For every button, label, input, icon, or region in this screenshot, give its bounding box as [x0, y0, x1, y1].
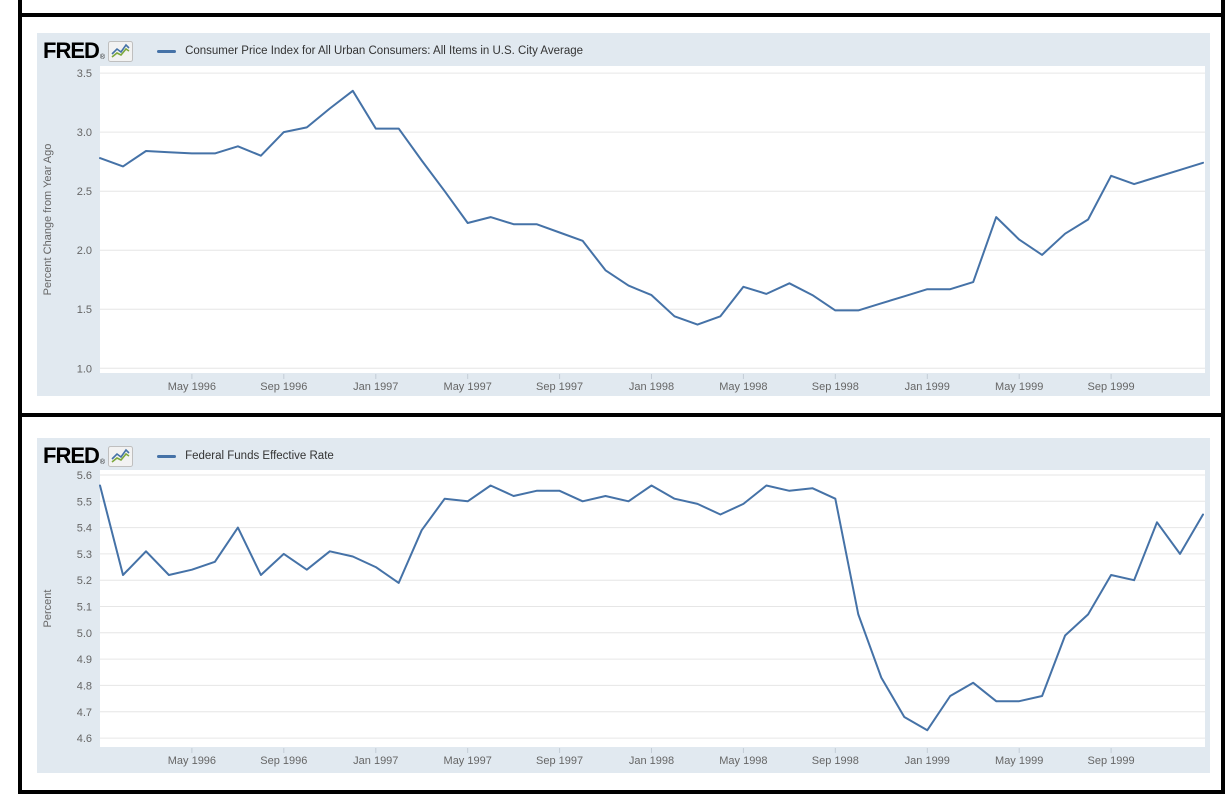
plot-background — [100, 470, 1205, 747]
y-tick-label: 5.4 — [77, 523, 92, 535]
y-tick-label: 5.2 — [77, 575, 92, 587]
legend-line-swatch — [157, 49, 177, 53]
legend-line-swatch — [157, 454, 177, 458]
y-tick-label: 5.5 — [77, 496, 92, 508]
legend-cpi: Consumer Price Index for All Urban Consu… — [157, 45, 583, 57]
legend-fedfunds: Federal Funds Effective Rate — [157, 450, 334, 462]
cpi-plot-area: 1.0 1.5 2.0 2.5 3.0 3.5 May 1996 Sep 1996 Jan 19… — [42, 66, 1205, 393]
y-tick-label: 1.0 — [77, 363, 92, 375]
x-tick-label: Sep 1996 — [260, 381, 307, 393]
x-tick-label: Jan 1997 — [353, 381, 398, 393]
y-tick-label: 4.8 — [77, 680, 92, 692]
x-tick-label: May 1998 — [719, 381, 767, 393]
cpi-chart-header: FRED ® Consumer Price Index for All Urba… — [43, 38, 583, 64]
x-tick-label: Sep 1999 — [1088, 755, 1135, 767]
x-tick-label: May 1998 — [719, 755, 767, 767]
frame-divider — [22, 413, 1221, 417]
x-tick-label: Sep 1999 — [1088, 381, 1135, 393]
y-tick-label: 3.0 — [77, 127, 92, 139]
y-tick-label: 5.0 — [77, 628, 92, 640]
fred-chart-cpi: 1.0 1.5 2.0 2.5 3.0 3.5 May 1996 Sep 1996 Jan 19… — [37, 33, 1210, 396]
fred-logo-text: FRED — [43, 443, 100, 468]
charts-frame: 1.0 1.5 2.0 2.5 3.0 3.5 May 1996 Sep 1996 Jan 19… — [18, 0, 1225, 794]
legend-label: Federal Funds Effective Rate — [185, 450, 334, 462]
y-axis-title: Percent Change from Year Ago — [42, 144, 54, 296]
legend-label: Consumer Price Index for All Urban Consu… — [185, 45, 584, 57]
fred-chart-fedfunds: 4.6 4.7 4.8 4.9 5.0 5.1 5.2 5.3 5.4 5.5 5.6 May 199… — [37, 438, 1210, 773]
fedfunds-chart-header: FRED ® Federal Funds Effective Rate — [43, 443, 334, 469]
x-tick-label: Jan 1999 — [905, 381, 950, 393]
plot-background — [100, 66, 1205, 373]
data-line — [99, 484, 1204, 732]
y-tick-label: 5.1 — [77, 602, 92, 614]
x-tick-label: May 1996 — [168, 755, 216, 767]
y-tick-label: 5.6 — [77, 470, 92, 482]
y-axis-title: Percent — [42, 590, 54, 628]
x-tick-label: May 1997 — [444, 381, 492, 393]
y-tick-label: 5.3 — [77, 549, 92, 561]
x-tick-label: Sep 1998 — [812, 381, 859, 393]
x-tick-label: Jan 1999 — [905, 755, 950, 767]
y-tick-label: 4.6 — [77, 733, 92, 745]
y-tick-label: 1.5 — [77, 304, 92, 316]
fred-logo: FRED ® — [43, 38, 134, 63]
registered-mark: ® — [99, 459, 106, 466]
y-tick-label: 2.0 — [77, 245, 92, 257]
fred-logo-chart-icon — [108, 446, 134, 467]
y-tick-label: 4.9 — [77, 654, 92, 666]
data-line — [99, 89, 1204, 326]
x-tick-label: Jan 1998 — [629, 755, 674, 767]
frame-top-border — [22, 13, 1221, 17]
x-tick-label: May 1996 — [168, 381, 216, 393]
fred-logo: FRED ® — [43, 443, 134, 468]
fedfunds-plot-area: 4.6 4.7 4.8 4.9 5.0 5.1 5.2 5.3 5.4 5.5 5.6 May 199… — [42, 470, 1205, 767]
y-tick-label: 3.5 — [77, 68, 92, 80]
x-tick-label: Jan 1997 — [353, 755, 398, 767]
x-tick-label: Sep 1996 — [260, 755, 307, 767]
x-tick-label: May 1999 — [995, 755, 1043, 767]
x-tick-label: Sep 1997 — [536, 381, 583, 393]
fred-logo-text: FRED — [43, 38, 100, 63]
x-tick-label: Jan 1998 — [629, 381, 674, 393]
registered-mark: ® — [99, 54, 106, 61]
y-tick-label: 4.7 — [77, 707, 92, 719]
x-tick-label: Sep 1997 — [536, 755, 583, 767]
y-tick-label: 2.5 — [77, 186, 92, 198]
x-tick-label: May 1999 — [995, 381, 1043, 393]
fred-logo-chart-icon — [108, 41, 134, 62]
x-tick-label: May 1997 — [444, 755, 492, 767]
x-tick-label: Sep 1998 — [812, 755, 859, 767]
